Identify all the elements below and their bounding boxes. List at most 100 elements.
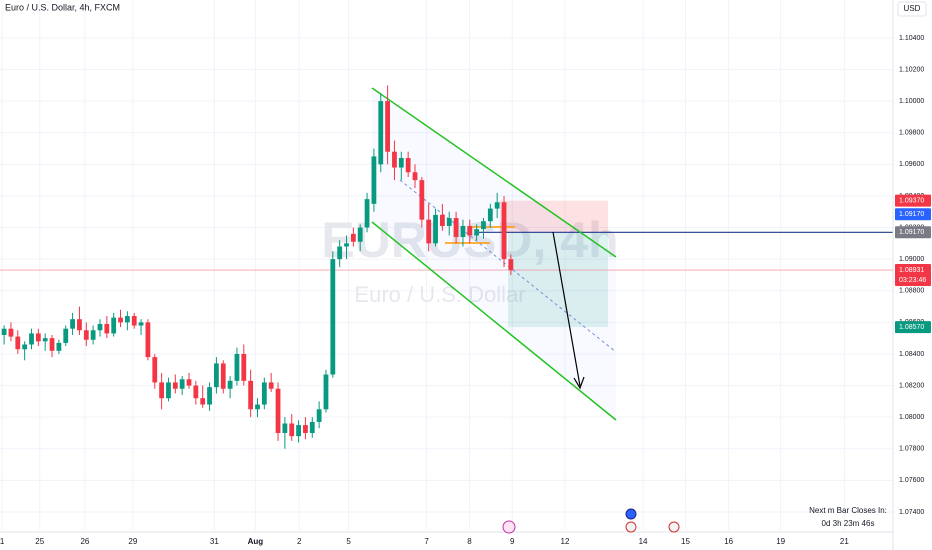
countdown: 0d 3h 23m 46s [822, 519, 875, 528]
candle-body [63, 328, 69, 343]
candle-body [104, 323, 110, 334]
candle-body [49, 338, 55, 351]
candle-body [193, 385, 199, 399]
candle-body [83, 330, 89, 340]
candle-body [77, 319, 82, 331]
y-tick-label: 1.09000 [899, 256, 924, 263]
y-tick-label: 1.07600 [899, 477, 924, 484]
candle-body [124, 316, 130, 323]
candle-body [1, 328, 7, 336]
event-icon[interactable] [502, 520, 516, 534]
channel-mid[interactable] [399, 179, 617, 353]
candle-body [8, 328, 14, 337]
candle-body [97, 323, 103, 331]
candle-body [337, 246, 343, 260]
x-tick-label: 29 [128, 537, 137, 546]
x-tick-label: 8 [467, 537, 472, 546]
candle-body [220, 363, 226, 389]
x-tick-label: 15 [681, 537, 690, 546]
price-tag [895, 321, 931, 334]
candle-body [90, 330, 96, 340]
candle-body [282, 423, 288, 433]
y-tick-label: 1.08000 [899, 414, 924, 421]
x-tick-label: 12 [561, 537, 570, 546]
candle-body [138, 322, 144, 326]
chart-title: Euro / U.S. Dollar, 4h, FXCM [5, 2, 120, 12]
candle-body [487, 208, 493, 222]
candle-body [385, 101, 391, 152]
y-tick-label: 1.08800 [899, 288, 924, 295]
x-tick-label: 1 [0, 537, 5, 546]
candle-body [398, 158, 404, 168]
candle-body [364, 199, 370, 228]
arrow-head [573, 376, 585, 390]
price-tag [895, 194, 931, 207]
price-tag-label: 1.09170 [899, 229, 924, 236]
currency-button[interactable] [897, 1, 927, 17]
x-tick-label: 21 [840, 537, 849, 546]
candle-body [268, 382, 274, 389]
candle-body [56, 342, 62, 351]
candle-body [15, 336, 21, 350]
candle-body [42, 338, 48, 342]
y-tick-label: 1.10000 [899, 98, 924, 105]
candle-body [70, 319, 75, 329]
event-icon[interactable] [668, 521, 680, 533]
x-tick-label: 2 [297, 537, 302, 546]
arrow[interactable] [552, 231, 581, 387]
candle-body [474, 229, 480, 236]
candle-body [309, 421, 315, 433]
channel-upper[interactable] [371, 87, 617, 258]
axes: 1.104001.102001.100001.098001.096001.094… [0, 35, 931, 546]
candle-body [255, 404, 260, 410]
candles [1, 85, 514, 449]
candle-body [405, 158, 411, 173]
candle-body [439, 214, 445, 226]
x-tick-label: Aug [248, 537, 264, 546]
candle-body [227, 380, 233, 389]
y-tick-label: 1.08200 [899, 382, 924, 389]
candle-body [296, 425, 301, 437]
candle-body [316, 409, 322, 422]
x-tick-label: 25 [35, 537, 44, 546]
y-tick-label: 1.09600 [899, 161, 924, 168]
candle-body [460, 225, 466, 238]
candle-body [412, 172, 418, 181]
candle-body [433, 214, 438, 244]
candle-body [508, 259, 514, 271]
candle-body [426, 219, 432, 244]
y-tick-label: 1.10200 [899, 66, 924, 73]
price-tag-label: 1.09370 [899, 198, 924, 205]
candle-body [289, 423, 295, 437]
y-tick-label: 1.10400 [899, 35, 924, 42]
event-icon[interactable] [625, 508, 637, 520]
candle-body [392, 151, 397, 168]
position-tool[interactable] [0, 200, 893, 328]
currency: USD [904, 4, 921, 13]
price-tag [895, 264, 931, 287]
y-tick-label: 1.07400 [899, 509, 924, 516]
x-tick-label: 16 [724, 537, 733, 546]
x-tick-label: 19 [776, 537, 785, 546]
candle-body [131, 316, 137, 326]
candle-body [248, 380, 254, 410]
x-tick-label: 31 [210, 537, 219, 546]
event-icon[interactable] [625, 521, 637, 533]
grid [0, 0, 893, 530]
price-tag-label: 1.09170 [899, 211, 924, 218]
watermark-subtitle: Euro / U.S. Dollar [354, 282, 525, 307]
candle-body [234, 353, 240, 381]
candle-body [179, 379, 185, 389]
channel-lower[interactable] [371, 221, 617, 421]
price-tag [895, 208, 931, 221]
candle-body [350, 233, 356, 242]
candle-body [275, 388, 281, 433]
candle-body [22, 344, 28, 350]
countdown-label: Next m Bar Closes In: [809, 506, 887, 515]
candle-body [261, 382, 267, 405]
price-tag [895, 226, 931, 239]
candle-body [303, 425, 308, 433]
candle-body [111, 317, 117, 334]
